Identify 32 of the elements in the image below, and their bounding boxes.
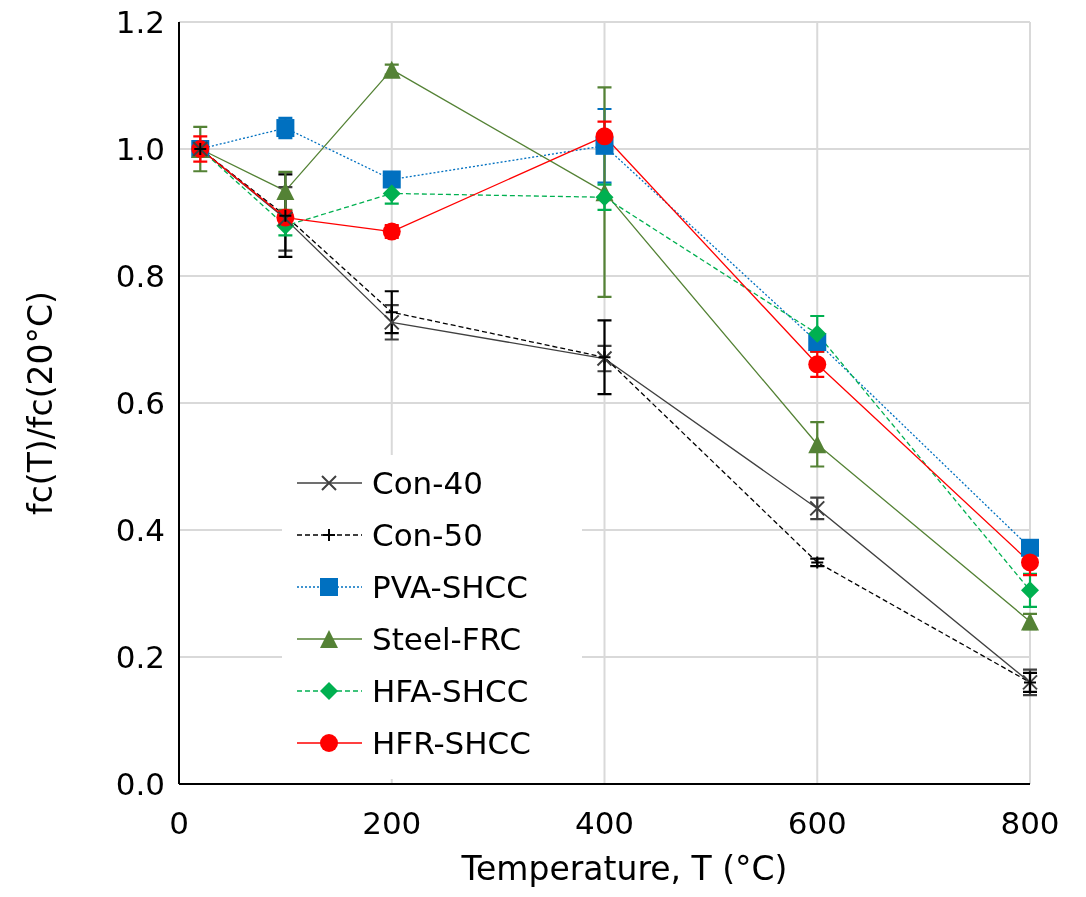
x-tick-label: 600 — [787, 805, 847, 841]
point — [595, 188, 614, 207]
x-tick-label: 800 — [1000, 805, 1060, 841]
y-tick-label: 0.6 — [115, 385, 165, 421]
legend-label: Con-50 — [372, 517, 483, 553]
y-tick-label: 0.0 — [115, 766, 165, 802]
y-tick-label: 0.4 — [115, 512, 165, 548]
point — [1021, 581, 1039, 600]
point — [809, 500, 826, 517]
y-tick-label: 0.8 — [115, 258, 165, 294]
point — [808, 435, 827, 454]
point — [276, 181, 295, 200]
point — [808, 324, 827, 343]
legend-label: PVA-SHCC — [372, 569, 528, 605]
y-axis-title: fc(T)/fc(20°C) — [21, 291, 60, 515]
legend-label: HFA-SHCC — [372, 673, 529, 709]
legend-label: HFR-SHCC — [372, 725, 531, 761]
point — [383, 314, 400, 331]
point — [384, 305, 399, 320]
y-tick-label: 1.2 — [115, 4, 165, 40]
point — [595, 127, 614, 146]
x-tick-label: 0 — [169, 805, 189, 841]
x-axis-title: Temperature, T (°C) — [460, 849, 788, 888]
point — [808, 355, 827, 374]
x-tick-label: 400 — [574, 805, 635, 841]
y-tick-label: 1.0 — [115, 131, 165, 167]
legend-label: Steel-FRC — [372, 621, 522, 657]
x-tick-label: 200 — [362, 805, 422, 841]
point — [382, 170, 401, 189]
y-tick-label: 0.2 — [115, 639, 165, 675]
legend-label: Con-40 — [372, 465, 483, 501]
point — [1021, 553, 1039, 572]
